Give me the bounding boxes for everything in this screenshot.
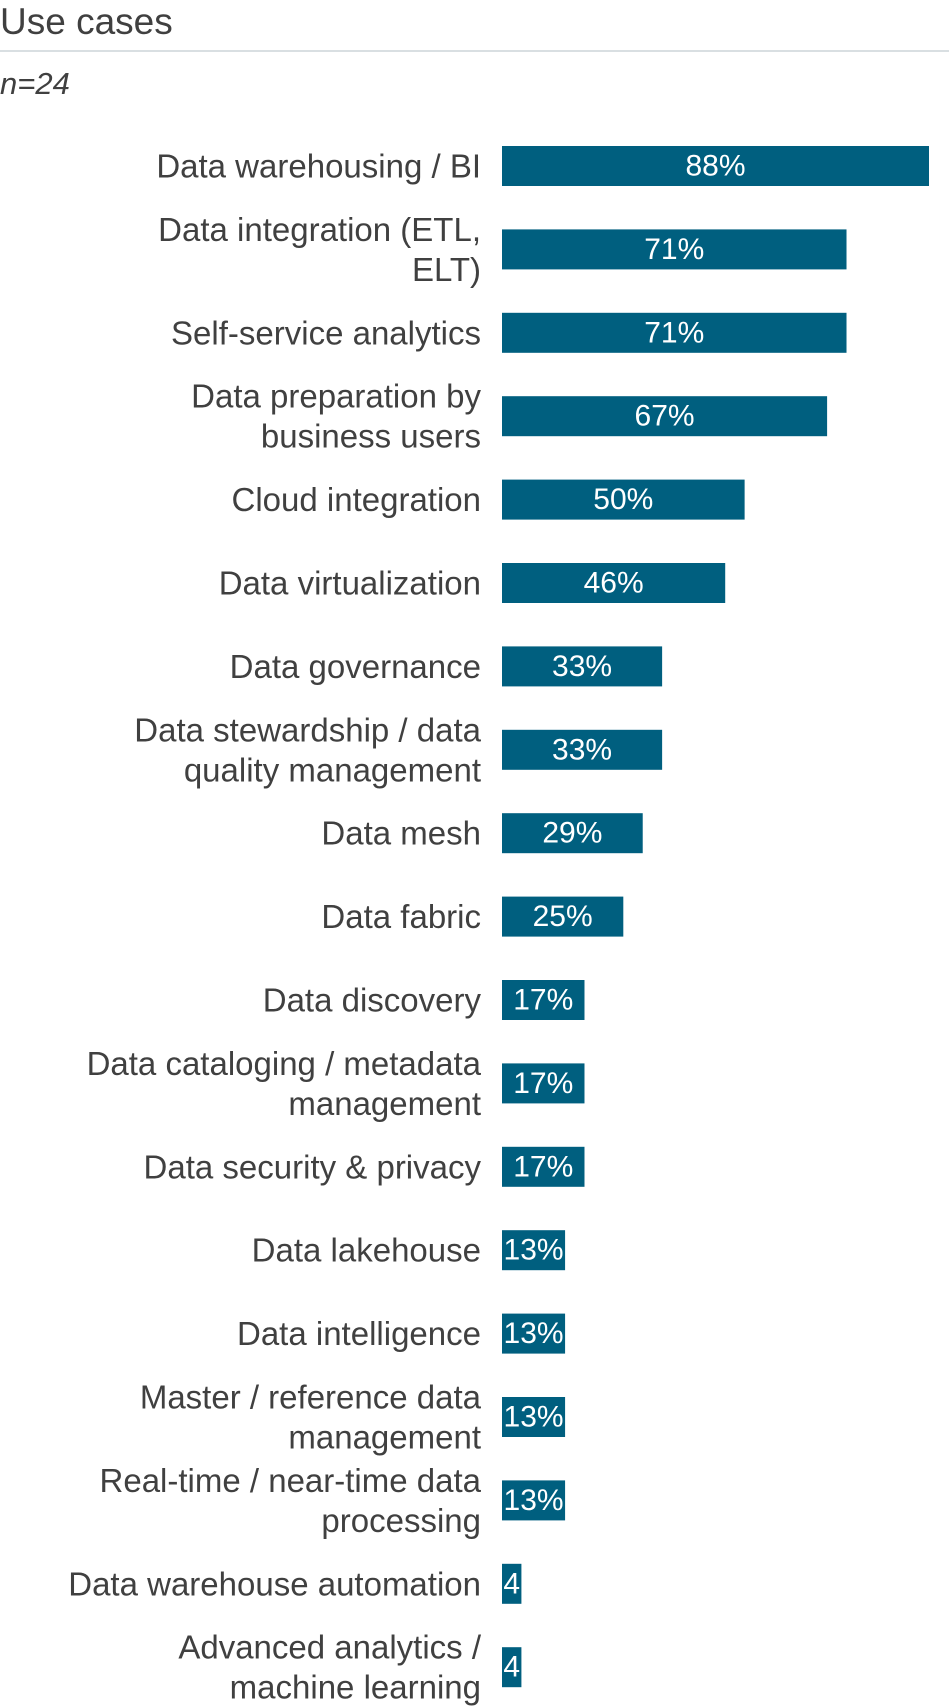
bar-value-label: 13% bbox=[504, 1484, 564, 1517]
bar bbox=[502, 980, 585, 1020]
bar bbox=[502, 896, 624, 937]
bar-value-label: 50% bbox=[593, 483, 653, 516]
bar bbox=[502, 229, 847, 270]
category-label: Cloud integration bbox=[232, 481, 482, 518]
bar bbox=[502, 146, 929, 186]
bar-value-label: 33% bbox=[552, 733, 612, 766]
bar bbox=[502, 1480, 566, 1521]
bar-value-label: 13% bbox=[504, 1401, 564, 1434]
bar-value-label: 13% bbox=[504, 1317, 564, 1350]
sample-size-note: n=24 bbox=[0, 66, 70, 101]
bar bbox=[502, 1063, 585, 1104]
category-label: machine learning bbox=[230, 1669, 481, 1706]
category-label: Data preparation by bbox=[191, 378, 481, 415]
category-label: Data cataloging / metadata bbox=[87, 1045, 482, 1082]
category-label: management bbox=[288, 1419, 481, 1456]
bar bbox=[502, 813, 643, 854]
category-label: management bbox=[288, 1085, 481, 1122]
title-divider bbox=[0, 50, 949, 52]
bar bbox=[502, 1397, 566, 1437]
category-label: processing bbox=[321, 1502, 481, 1539]
bar-value-label: 4 bbox=[503, 1651, 520, 1684]
bar bbox=[502, 1230, 566, 1271]
category-label: ELT) bbox=[412, 251, 481, 288]
category-label: Data virtualization bbox=[219, 565, 481, 602]
bar-value-label: 71% bbox=[644, 233, 704, 266]
bar bbox=[502, 563, 726, 603]
category-label: Real-time / near-time data bbox=[100, 1462, 482, 1499]
category-label: Data governance bbox=[230, 648, 481, 685]
bar bbox=[502, 479, 745, 520]
chart-title: Use cases bbox=[0, 1, 173, 42]
bar bbox=[502, 1563, 522, 1604]
bar-value-label: 67% bbox=[635, 400, 695, 433]
bar bbox=[502, 1146, 585, 1187]
category-label: Data mesh bbox=[321, 815, 481, 852]
bar bbox=[502, 1313, 566, 1354]
bar-value-label: 17% bbox=[513, 1067, 573, 1100]
bar bbox=[502, 396, 828, 437]
bar bbox=[502, 1647, 522, 1688]
category-label: business users bbox=[261, 418, 481, 455]
bar-value-label: 25% bbox=[533, 900, 593, 933]
category-label: Data fabric bbox=[321, 898, 481, 935]
bar-value-label: 29% bbox=[542, 817, 602, 850]
bar-value-label: 17% bbox=[513, 1150, 573, 1183]
bar-value-label: 4 bbox=[503, 1567, 520, 1600]
bar bbox=[502, 729, 663, 770]
bar-value-label: 88% bbox=[685, 150, 745, 183]
category-label: quality management bbox=[184, 751, 481, 788]
bar-value-label: 17% bbox=[513, 984, 573, 1017]
bar-value-label: 71% bbox=[644, 316, 704, 349]
bar bbox=[502, 312, 847, 353]
category-label: Data discovery bbox=[263, 982, 482, 1019]
category-label: Advanced analytics / bbox=[178, 1629, 482, 1666]
category-label: Master / reference data bbox=[140, 1379, 482, 1416]
category-label: Data stewardship / data bbox=[134, 711, 481, 748]
category-label: Data integration (ETL, bbox=[158, 211, 481, 248]
bar bbox=[502, 646, 663, 687]
category-label: Data lakehouse bbox=[252, 1232, 481, 1269]
category-label: Data intelligence bbox=[237, 1315, 481, 1352]
category-label: Self-service analytics bbox=[171, 314, 481, 351]
bar-value-label: 33% bbox=[552, 650, 612, 683]
category-label: Data warehouse automation bbox=[68, 1565, 481, 1602]
bar-value-label: 13% bbox=[504, 1234, 564, 1267]
category-label: Data warehousing / BI bbox=[156, 148, 481, 185]
bar-value-label: 46% bbox=[584, 567, 644, 600]
category-label: Data security & privacy bbox=[144, 1148, 482, 1185]
